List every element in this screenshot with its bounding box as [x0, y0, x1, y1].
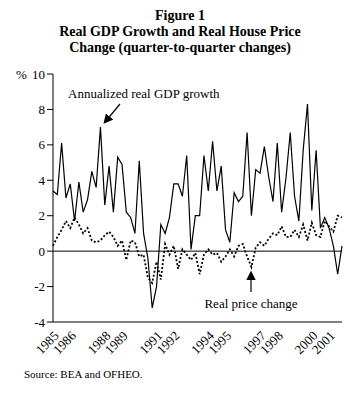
svg-text:8: 8 — [39, 102, 46, 117]
svg-text:1992: 1992 — [153, 328, 182, 357]
svg-text:1991: 1991 — [136, 328, 166, 357]
html-text:Figure 1: Figure 1 — [155, 8, 205, 23]
svg-text:%: % — [16, 67, 27, 82]
svg-text:1994: 1994 — [187, 328, 217, 357]
svg-text:1998: 1998 — [257, 328, 286, 357]
svg-text:Real price change: Real price change — [204, 296, 297, 311]
svg-text:0: 0 — [39, 244, 46, 259]
svg-text:1995: 1995 — [205, 328, 234, 357]
svg-text:1988: 1988 — [84, 328, 114, 357]
svg-text:4: 4 — [39, 173, 46, 188]
svg-text:1985: 1985 — [32, 328, 62, 357]
svg-text:6: 6 — [39, 137, 46, 152]
svg-text:-2: -2 — [34, 279, 45, 294]
svg-text:Annualized real GDP growth: Annualized real GDP growth — [68, 86, 220, 101]
svg-text:10: 10 — [32, 67, 45, 82]
svg-text:2: 2 — [39, 208, 46, 223]
html-text:Real GDP Growth and Real House: Real GDP Growth and Real House Price Cha… — [59, 24, 301, 55]
svg-text:1989: 1989 — [102, 328, 131, 357]
svg-text:2000: 2000 — [291, 328, 321, 357]
svg-text:1997: 1997 — [239, 328, 269, 357]
svg-text:1986: 1986 — [50, 328, 79, 357]
svg-text:-4: -4 — [34, 315, 45, 330]
html-text:Source: BEA and OFHEO.: Source: BEA and OFHEO. — [24, 368, 143, 380]
svg-text:2001: 2001 — [309, 328, 338, 357]
